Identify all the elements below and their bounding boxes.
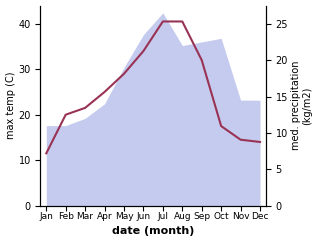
Y-axis label: med. precipitation
(kg/m2): med. precipitation (kg/m2)	[291, 61, 313, 150]
X-axis label: date (month): date (month)	[112, 227, 194, 236]
Y-axis label: max temp (C): max temp (C)	[5, 72, 16, 139]
